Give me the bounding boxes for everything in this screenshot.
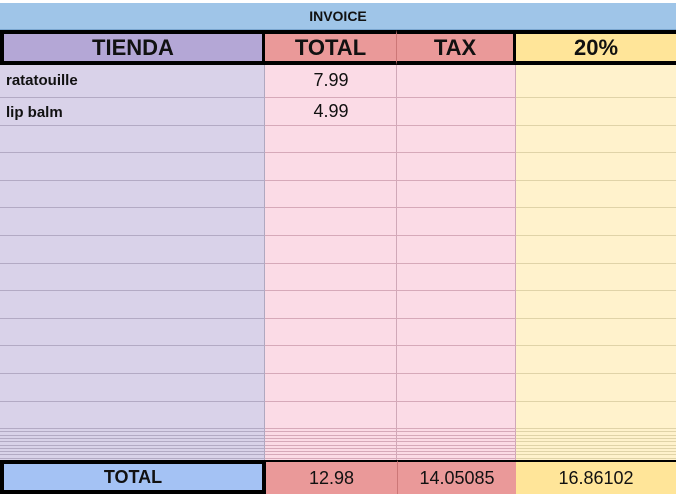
row-total[interactable]: 7.99 [313,70,349,90]
row-divider [0,454,676,455]
footer-tax[interactable]: 14.05085 [397,460,516,494]
row-item[interactable]: lip balm [6,104,63,121]
footer-pct[interactable]: 16.86102 [516,460,676,494]
row-divider [0,401,676,402]
row-divider [0,431,676,432]
row-divider [0,125,676,126]
row-divider [0,97,676,98]
row-divider [0,207,676,208]
row-divider [0,458,676,459]
row-divider [0,290,676,291]
header-total[interactable]: TOTAL [265,30,397,65]
row-divider [0,263,676,264]
header-tax[interactable]: TAX [397,30,516,65]
row-divider [0,235,676,236]
row-divider [0,373,676,374]
row-item[interactable]: ratatouille [6,72,78,89]
row-divider [0,435,676,436]
row-total[interactable]: 4.99 [313,101,349,121]
row-divider [0,180,676,181]
header-pct[interactable]: 20% [516,30,676,65]
top-strip [0,0,676,3]
row-divider [0,438,676,439]
footer-label[interactable]: TOTAL [0,460,266,494]
row-divider [0,451,676,452]
invoice-title[interactable]: INVOICE [0,3,676,30]
total-column[interactable] [265,65,397,460]
tax-column[interactable] [397,65,516,460]
pct-column[interactable] [516,65,676,460]
row-divider [0,345,676,346]
row-divider [0,318,676,319]
header-tienda[interactable]: TIENDA [0,30,265,65]
row-divider [0,152,676,153]
row-divider [0,428,676,429]
footer-total[interactable]: 12.98 [266,460,397,494]
row-divider [0,441,676,442]
row-divider [0,448,676,449]
tienda-column[interactable] [0,65,265,460]
row-divider [0,445,676,446]
